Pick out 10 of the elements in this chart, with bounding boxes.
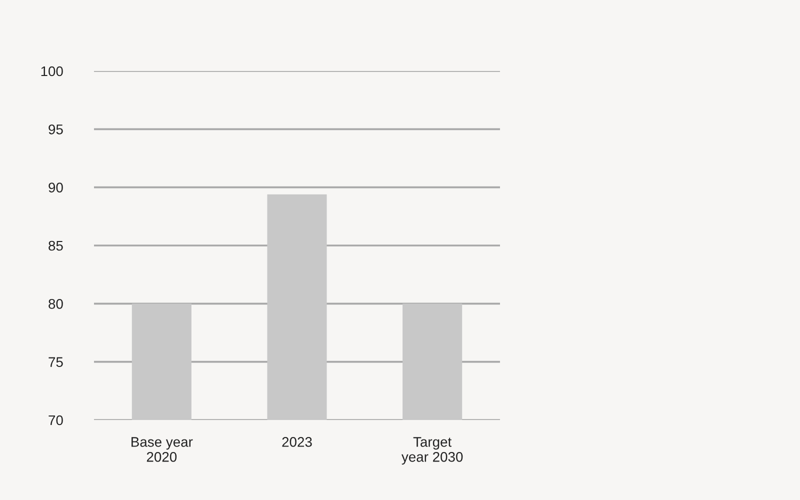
y-tick-label: 80 <box>48 299 63 309</box>
x-tick-label: 2023 <box>282 437 312 447</box>
x-tick-label: Target year 2030 <box>401 437 463 465</box>
y-tick-label: 90 <box>48 182 63 193</box>
x-tick-label: Base year 2020 <box>132 437 193 462</box>
y-tick-label: 95 <box>48 124 63 134</box>
y-tick-label: 85 <box>48 240 63 251</box>
y-tick-label: 70 <box>48 415 63 426</box>
y-tick-label: 75 <box>48 357 63 368</box>
y-tick-label: 100 <box>41 66 63 76</box>
